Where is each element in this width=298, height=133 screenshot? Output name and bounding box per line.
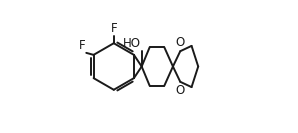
Text: O: O (175, 84, 184, 97)
Text: F: F (111, 22, 117, 35)
Text: F: F (79, 39, 86, 52)
Text: O: O (175, 36, 184, 49)
Text: HO: HO (122, 37, 141, 50)
